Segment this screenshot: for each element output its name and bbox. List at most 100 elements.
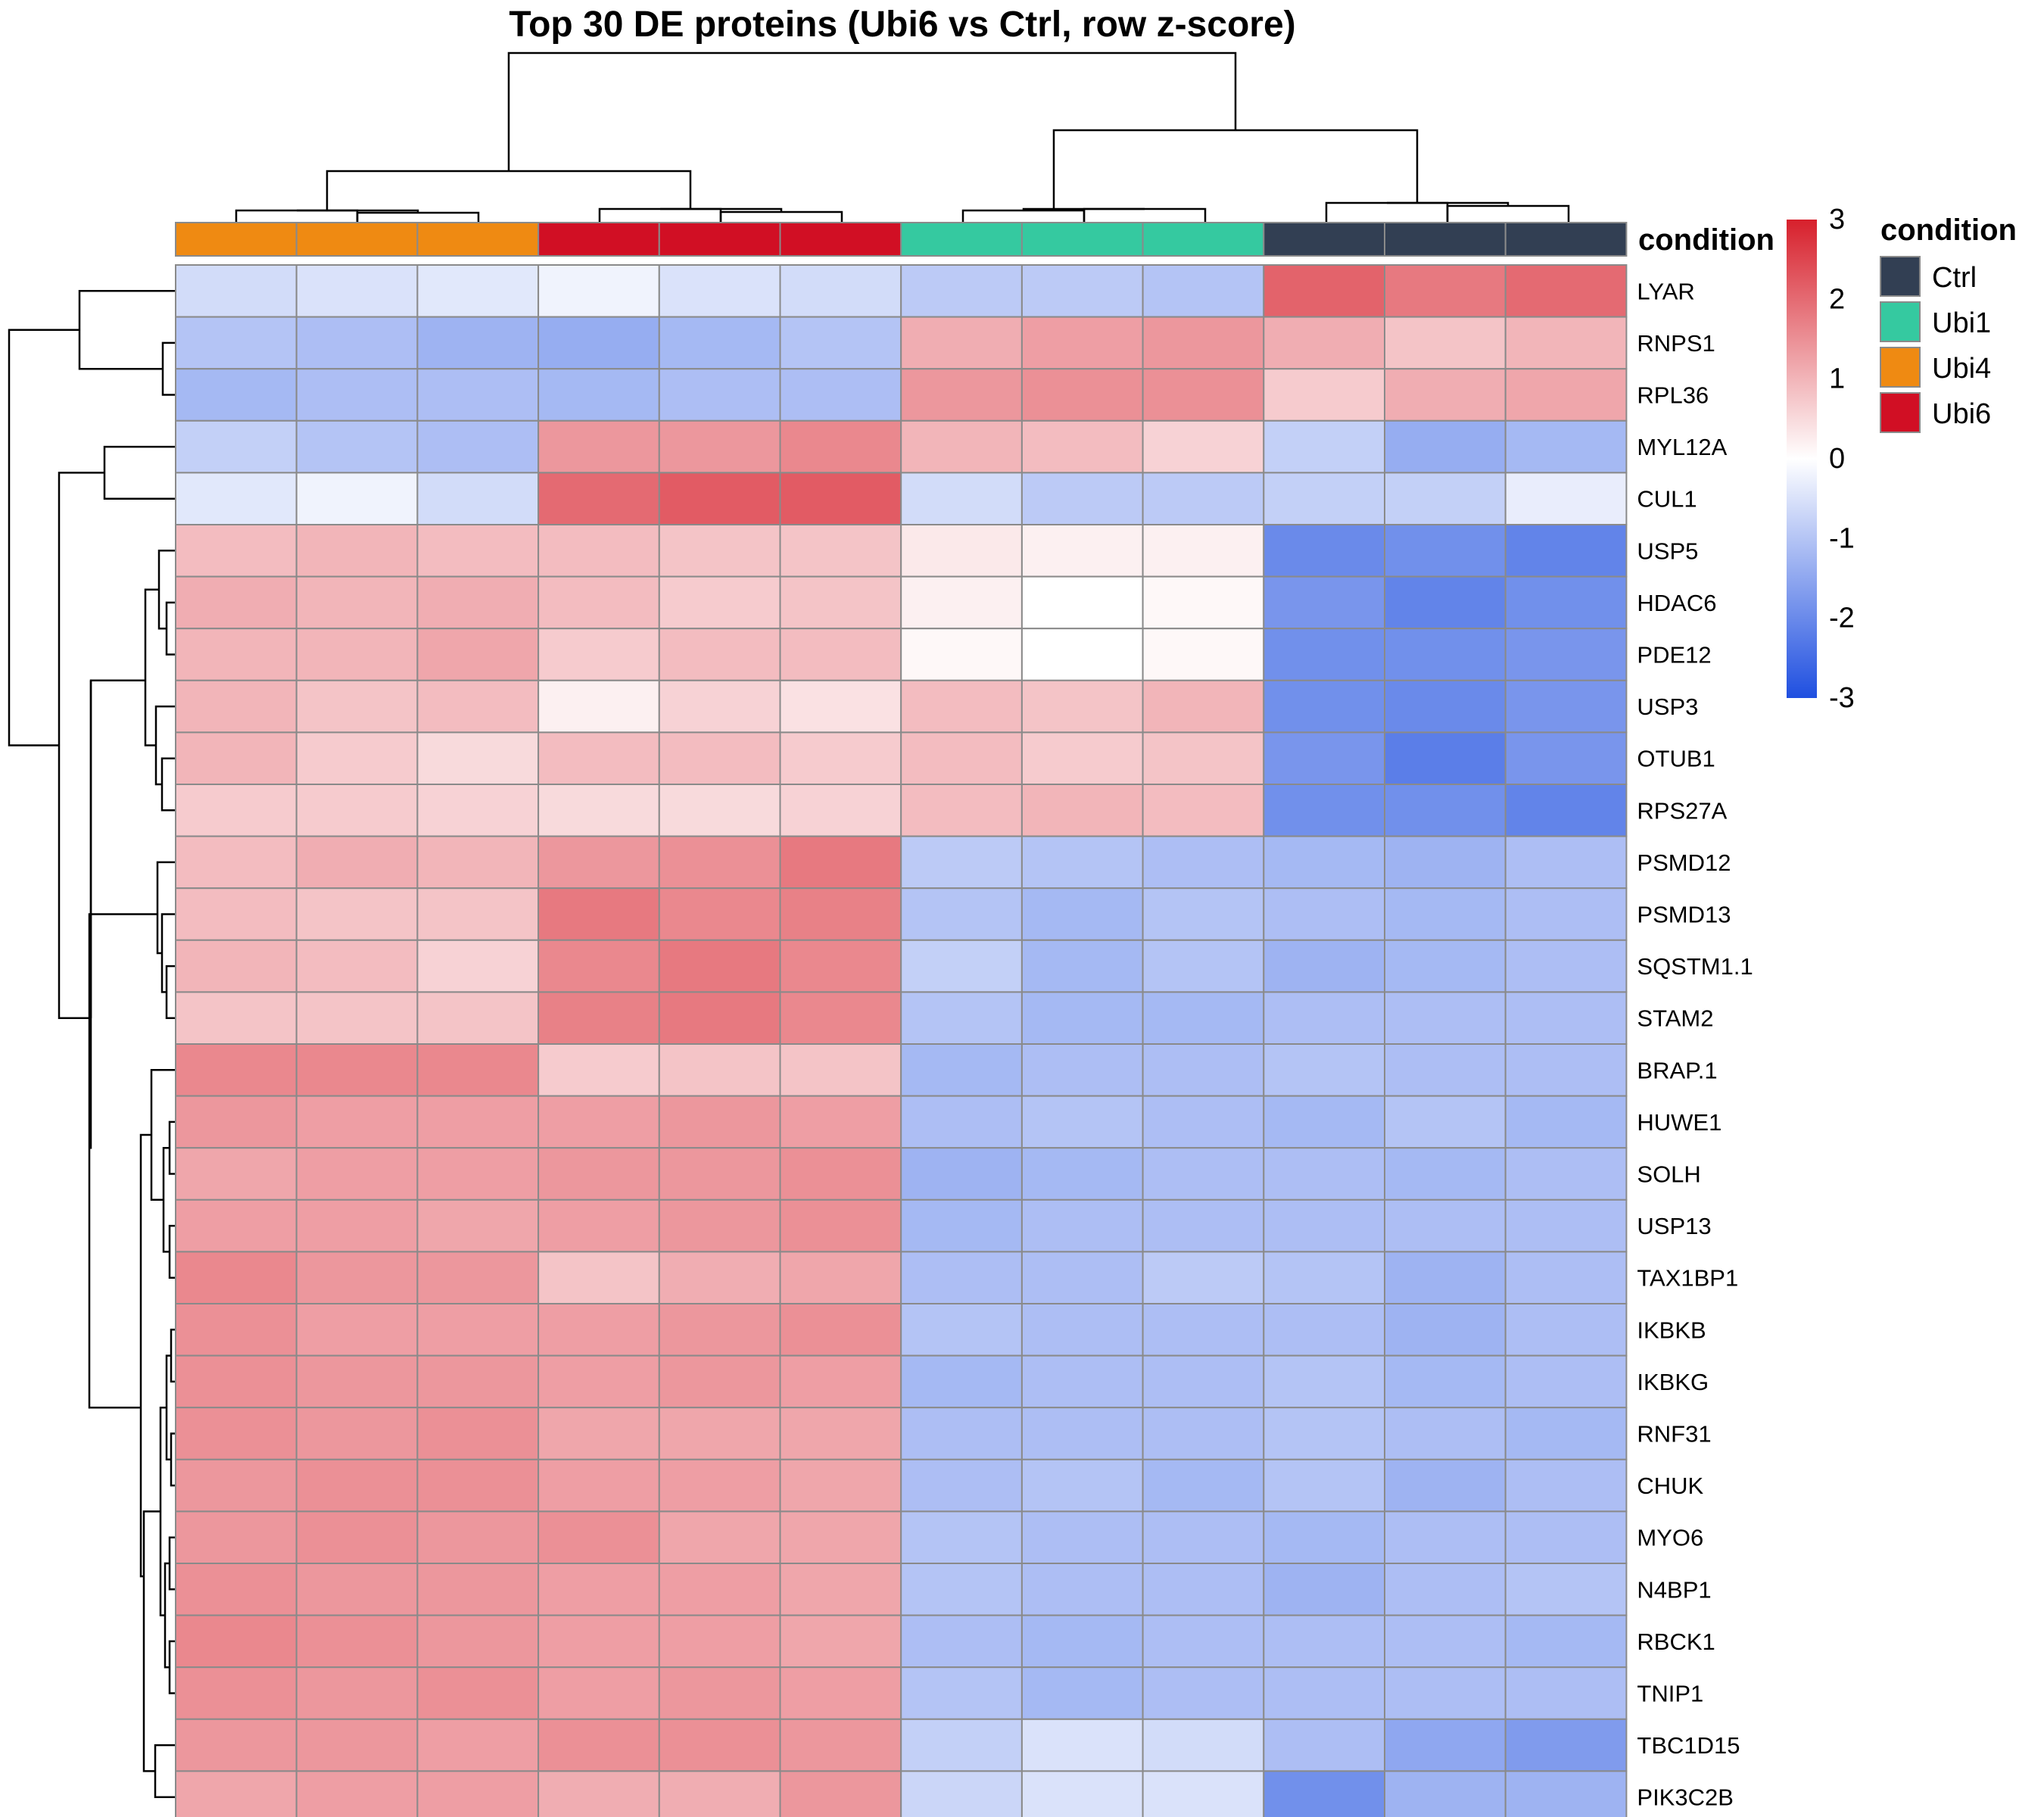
heatmap-cell <box>295 575 419 630</box>
heatmap-cell <box>1504 1614 1628 1669</box>
annotation-cell <box>1504 222 1628 257</box>
heatmap-cell <box>537 1458 660 1513</box>
heatmap-cell <box>900 939 1023 993</box>
heatmap-cell <box>175 575 298 630</box>
row-label: PSMD12 <box>1637 849 1731 876</box>
heatmap-cell <box>779 264 902 318</box>
heatmap-cell <box>658 991 781 1046</box>
legend-swatch <box>1880 256 1921 297</box>
heatmap-cell <box>1504 1407 1628 1460</box>
heatmap-cell <box>779 1407 902 1460</box>
row-label: RNPS1 <box>1637 330 1715 357</box>
heatmap-cell <box>1384 1614 1507 1669</box>
heatmap-cell <box>416 1718 540 1772</box>
heatmap-cell <box>295 1354 419 1409</box>
heatmap-cell <box>1384 1251 1507 1305</box>
row-label: HDAC6 <box>1637 590 1716 616</box>
heatmap-cell <box>1384 472 1507 526</box>
heatmap-cell <box>658 1458 781 1513</box>
heatmap-cell <box>1384 1354 1507 1409</box>
dendrogram-branch <box>161 341 176 396</box>
heatmap-cell <box>658 1563 781 1616</box>
heatmap-cell <box>537 472 660 526</box>
heatmap-cell <box>779 368 902 422</box>
heatmap-cell <box>779 1718 902 1772</box>
heatmap-cell <box>658 368 781 422</box>
heatmap-cell <box>175 1198 298 1253</box>
dendrogram-branch <box>356 211 480 223</box>
heatmap-cell <box>175 1770 298 1817</box>
dendrogram-branch <box>168 1640 176 1694</box>
heatmap-cell <box>1263 1718 1386 1772</box>
color-scale-tick: 3 <box>1829 204 1845 235</box>
heatmap-cell <box>900 419 1023 474</box>
heatmap-cell <box>537 524 660 578</box>
heatmap-cell <box>1020 1614 1144 1669</box>
heatmap-cell <box>416 1354 540 1409</box>
heatmap-cell <box>416 1043 540 1097</box>
heatmap-cell <box>175 1043 298 1097</box>
dendrogram-branch <box>89 680 92 1149</box>
heatmap-cell <box>416 887 540 941</box>
color-scale-tick: 0 <box>1829 443 1845 475</box>
heatmap-cell <box>1142 679 1265 734</box>
heatmap-cell <box>1384 316 1507 370</box>
dendrogram-branch <box>719 210 843 223</box>
heatmap-cell <box>537 1718 660 1772</box>
heatmap-cell <box>537 1614 660 1669</box>
heatmap-cell <box>1263 784 1386 837</box>
heatmap-cell <box>175 1458 298 1513</box>
heatmap-cell <box>1263 419 1386 474</box>
heatmap-cell <box>900 1198 1023 1253</box>
heatmap-cell <box>900 887 1023 941</box>
heatmap-cell <box>1142 1666 1265 1720</box>
heatmap-cell <box>1020 524 1144 578</box>
heatmap-cell <box>1504 1666 1628 1720</box>
heatmap-cell <box>416 419 540 474</box>
heatmap-cell <box>1142 1510 1265 1565</box>
heatmap-cell <box>900 368 1023 422</box>
heatmap-cell <box>175 887 298 941</box>
heatmap-cell <box>1504 1147 1628 1201</box>
dendrogram-branch <box>89 679 145 1018</box>
heatmap-cell <box>175 939 298 993</box>
heatmap-cell <box>295 1458 419 1513</box>
color-scale-tick: 1 <box>1829 363 1845 395</box>
heatmap-cell <box>1384 575 1507 630</box>
heatmap-cell <box>1142 264 1265 318</box>
heatmap-cell <box>1263 1770 1386 1817</box>
legend-label: Ubi1 <box>1932 307 1991 339</box>
heatmap-cell <box>175 784 298 837</box>
heatmap-cell <box>537 991 660 1046</box>
heatmap-cell <box>900 1770 1023 1817</box>
heatmap-cell <box>779 679 902 734</box>
heatmap-cell <box>416 1095 540 1149</box>
row-label: LYAR <box>1637 278 1694 304</box>
heatmap-cell <box>537 835 660 890</box>
heatmap-cell <box>658 731 781 786</box>
heatmap-cell <box>295 472 419 526</box>
heatmap-cell <box>175 628 298 681</box>
heatmap-cell <box>1020 835 1144 890</box>
heatmap-cell <box>900 575 1023 630</box>
heatmap-cell <box>900 316 1023 370</box>
heatmap-cell <box>779 316 902 370</box>
dendrogram-branch <box>326 170 692 210</box>
heatmap-cell <box>295 784 419 837</box>
annotation-cell <box>416 222 540 257</box>
heatmap-cell <box>295 1043 419 1097</box>
row-label: OTUB1 <box>1637 746 1715 772</box>
heatmap-cell <box>537 1043 660 1097</box>
heatmap-cell <box>416 628 540 681</box>
row-label: PIK3C2B <box>1637 1784 1734 1811</box>
heatmap-cell <box>416 1770 540 1817</box>
row-label: RPL36 <box>1637 382 1709 409</box>
dendrogram-branch <box>154 705 176 786</box>
dendrogram-branch <box>139 1133 151 1578</box>
dendrogram-branch <box>160 757 176 812</box>
annotation-cell <box>537 222 660 257</box>
heatmap-cell <box>1142 784 1265 837</box>
heatmap-cell <box>1263 1095 1386 1149</box>
heatmap-cell <box>1504 419 1628 474</box>
dendrogram-branch <box>78 290 176 370</box>
